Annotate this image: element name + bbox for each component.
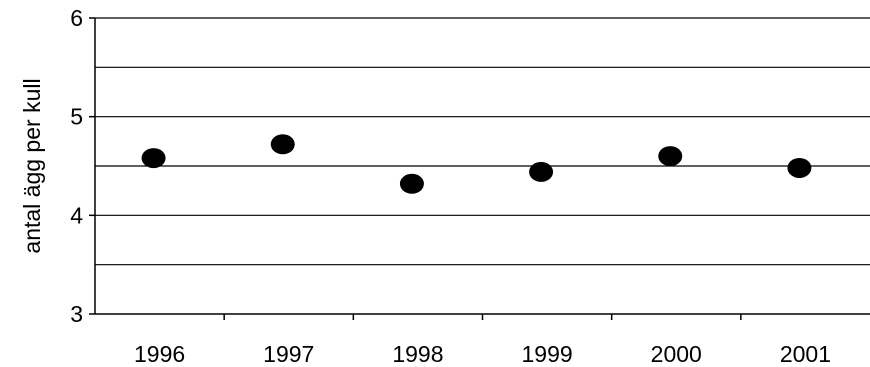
data-point xyxy=(529,161,554,182)
x-tick-label: 2001 xyxy=(780,341,831,367)
data-point xyxy=(658,146,683,167)
y-axis-title: antal ägg per kull xyxy=(19,78,45,253)
x-tick-label: 1999 xyxy=(521,341,572,367)
x-tick-label: 1997 xyxy=(263,341,314,367)
data-point xyxy=(399,173,424,194)
grid xyxy=(95,17,870,266)
axes xyxy=(89,17,870,320)
y-tick-label: 5 xyxy=(70,104,83,130)
y-tick-label: 4 xyxy=(70,202,83,228)
data-point xyxy=(787,157,812,178)
x-tick-label: 1998 xyxy=(392,341,443,367)
y-tick-label: 3 xyxy=(70,301,83,327)
y-tick-label: 6 xyxy=(70,5,83,31)
data-point xyxy=(270,134,295,155)
x-tick-label: 1996 xyxy=(134,341,185,367)
tick-labels: 3 4 5 6 1996 1997 1998 1999 2000 2001 xyxy=(70,5,831,367)
x-tick-label: 2000 xyxy=(651,341,702,367)
data-points xyxy=(141,134,812,194)
data-point xyxy=(141,148,166,169)
